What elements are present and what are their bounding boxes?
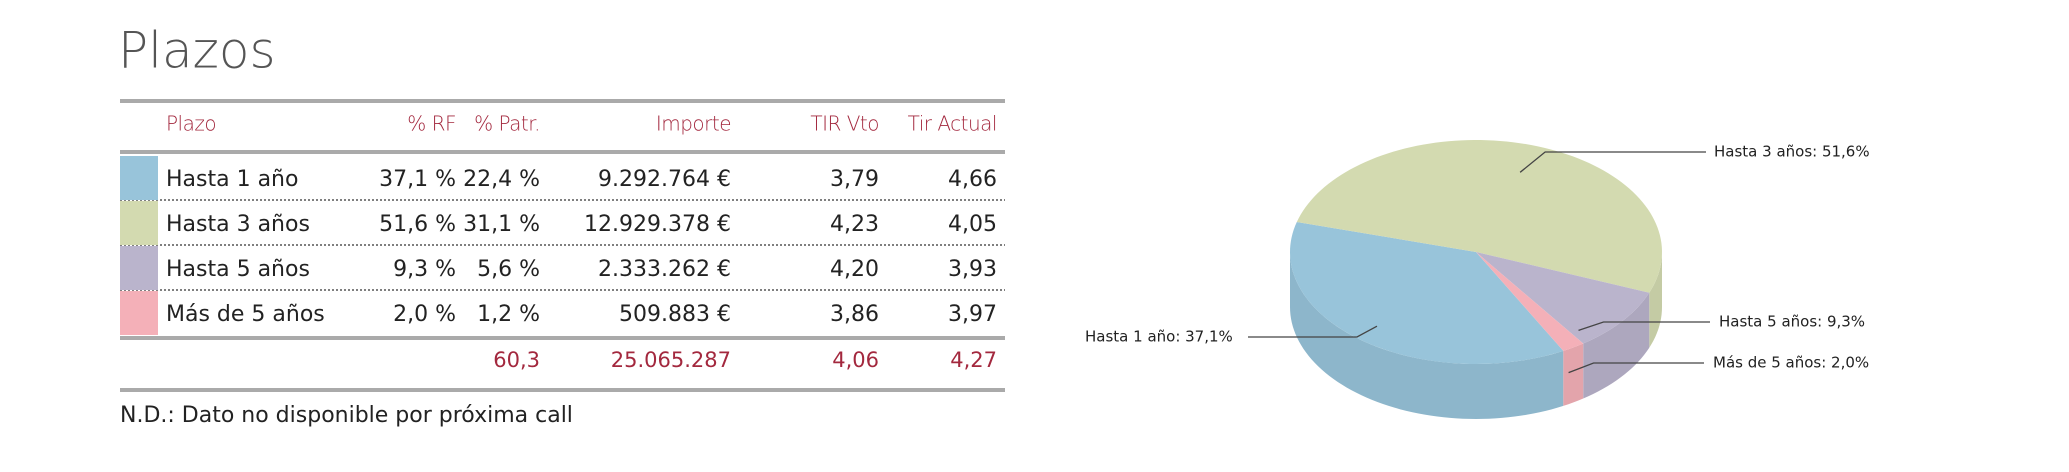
table-cell: 3,86 [830, 302, 879, 327]
slice [1476, 252, 1584, 351]
column-header: Plazo [166, 112, 216, 136]
table-cell: 4,20 [830, 257, 879, 282]
total-cell: 25.065.287 [611, 348, 731, 372]
table-cell: 9.292.764 € [598, 167, 731, 192]
slice-side [1649, 252, 1662, 348]
table-cell: Hasta 5 años [166, 257, 310, 282]
table-cell: 37,1 % [379, 167, 456, 192]
table-cell: 2.333.262 € [598, 257, 731, 282]
leader-line [1568, 362, 1704, 374]
table-cell: 1,2 % [477, 302, 540, 327]
column-header: % RF [407, 112, 456, 136]
row-swatch [120, 291, 158, 335]
leader-line [1248, 325, 1378, 338]
table-cell: 3,79 [830, 167, 879, 192]
footnote: N.D.: Dato no disponible por próxima cal… [120, 403, 573, 428]
slice [1290, 221, 1564, 364]
total-cell: 4,27 [950, 348, 997, 372]
column-header: TIR Vto [810, 112, 879, 136]
slice-label: Hasta 1 año: 37,1% [1085, 328, 1233, 346]
slice-label: Hasta 3 años: 51,6% [1714, 143, 1870, 161]
total-cell: 4,06 [832, 348, 879, 372]
row-swatch [120, 201, 158, 245]
row-separators [120, 199, 1005, 291]
table-cell: 51,6 % [379, 212, 456, 237]
column-header: % Patr. [474, 112, 540, 136]
column-header: Importe [656, 112, 731, 136]
table-cell: 22,4 % [463, 167, 540, 192]
table-cell: 5,6 % [477, 257, 540, 282]
table-cell: Hasta 1 año [166, 167, 298, 192]
table-cell: 2,0 % [393, 302, 456, 327]
table-cell: 4,05 [948, 212, 997, 237]
slice-side [1290, 252, 1564, 419]
row-swatch [120, 156, 158, 200]
table-cell: Hasta 3 años [166, 212, 310, 237]
total-cell: 60,3 [493, 348, 540, 372]
table-cell: 31,1 % [463, 212, 540, 237]
column-header: Tir Actual [908, 112, 997, 136]
table-rules [120, 99, 1005, 392]
table-cell: 4,66 [948, 167, 997, 192]
table-cell: 509.883 € [619, 302, 731, 327]
slice-label: Más de 5 años: 2,0% [1713, 354, 1869, 372]
leader-line [1519, 151, 1706, 173]
slice-side [1563, 343, 1584, 406]
slice [1296, 140, 1662, 293]
row-swatch [120, 246, 158, 290]
slice [1476, 252, 1650, 344]
table-cell: 12.929.378 € [584, 212, 731, 237]
slice-label: Hasta 5 años: 9,3% [1719, 313, 1865, 331]
slice-side [1583, 292, 1650, 399]
table-cell: Más de 5 años [166, 302, 325, 327]
table-cell: 3,93 [948, 257, 997, 282]
page-title: Plazos [118, 22, 276, 80]
table-cell: 3,97 [948, 302, 997, 327]
leader-line [1578, 321, 1710, 331]
table-cell: 9,3 % [393, 257, 456, 282]
table-cell: 4,23 [830, 212, 879, 237]
